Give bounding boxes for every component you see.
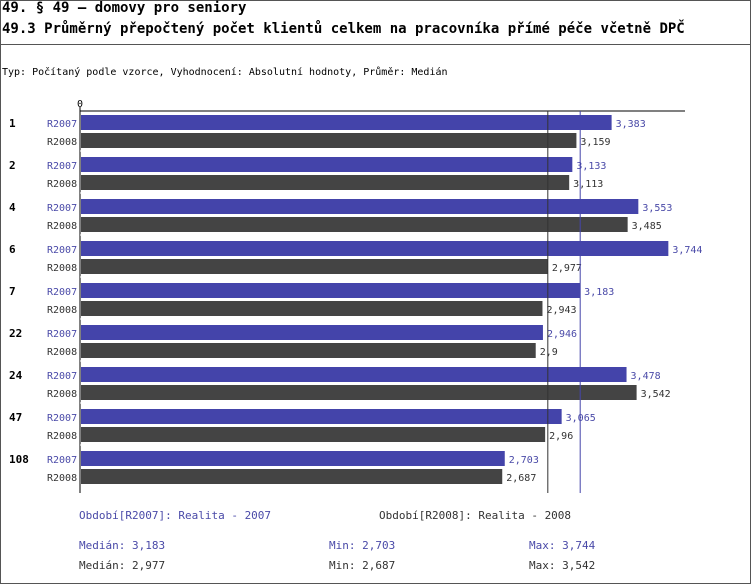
category-label: 47 <box>9 411 22 424</box>
bar <box>81 301 543 316</box>
data-label: 3,133 <box>576 161 606 172</box>
page-title: 49. § 49 – domovy pro seniory <box>2 0 247 16</box>
series-label: R2008 <box>47 473 77 484</box>
chart-title: 49.3 Průměrný přepočtený počet klientů c… <box>2 21 685 37</box>
bar <box>81 325 543 340</box>
series-label: R2007 <box>47 203 77 214</box>
bar <box>81 469 503 484</box>
x-axis-zero-label: 0 <box>77 99 83 110</box>
bar <box>81 427 546 442</box>
bar <box>81 115 612 130</box>
bar <box>81 409 562 424</box>
data-label: 2,96 <box>549 431 573 442</box>
bar <box>81 175 570 190</box>
category-label: 2 <box>9 159 16 172</box>
header-divider <box>0 44 751 45</box>
bar <box>81 241 669 256</box>
bar <box>81 199 639 214</box>
bar <box>81 259 548 274</box>
category-label: 22 <box>9 327 22 340</box>
bar-chart: 0 1 R2007 3,383 R2008 3,159 2 R2007 3,133 R2008 3,… <box>9 99 702 493</box>
bar <box>81 451 505 466</box>
data-label: 3,183 <box>584 287 614 298</box>
series-label: R2008 <box>47 179 77 190</box>
series-label: R2007 <box>47 329 77 340</box>
series-label: R2007 <box>47 371 77 382</box>
data-label: 3,383 <box>616 119 646 130</box>
bar <box>81 157 573 172</box>
data-label: 3,553 <box>642 203 672 214</box>
series-label: R2008 <box>47 389 77 400</box>
series-label: R2008 <box>47 137 77 148</box>
series-label: R2007 <box>47 245 77 256</box>
median-r2007: Medián: 3,183 <box>79 539 166 552</box>
data-label: 3,478 <box>631 371 661 382</box>
data-label: 3,113 <box>573 179 603 190</box>
data-label: 3,542 <box>641 389 671 400</box>
series-label: R2007 <box>47 161 77 172</box>
data-label: 3,065 <box>566 413 596 424</box>
max-r2008: Max: 3,542 <box>529 559 596 572</box>
bar <box>81 385 637 400</box>
series-label: R2007 <box>47 287 77 298</box>
bar <box>81 217 628 232</box>
bar <box>81 133 577 148</box>
data-label: 2,9 <box>540 347 558 358</box>
bar <box>81 283 581 298</box>
type-description: Typ: Počítaný podle vzorce, Vyhodnocení:… <box>2 67 448 78</box>
data-label: 2,943 <box>546 305 576 316</box>
series-label: R2007 <box>47 413 77 424</box>
category-label: 7 <box>9 285 16 298</box>
data-label: 2,977 <box>552 263 582 274</box>
data-label: 2,687 <box>506 473 536 484</box>
bar <box>81 343 536 358</box>
max-r2007: Max: 3,744 <box>529 539 596 552</box>
category-label: 4 <box>9 201 16 214</box>
data-label: 3,159 <box>580 137 610 148</box>
category-label: 108 <box>9 453 29 466</box>
series-label: R2008 <box>47 263 77 274</box>
median-r2008: Medián: 2,977 <box>79 559 166 572</box>
series-label: R2008 <box>47 221 77 232</box>
data-label: 3,485 <box>632 221 662 232</box>
data-label: 3,744 <box>672 245 702 256</box>
data-label: 2,703 <box>509 455 539 466</box>
series-label: R2008 <box>47 431 77 442</box>
series-label: R2007 <box>47 455 77 466</box>
legend-period-r2007: Období[R2007]: Realita - 2007 <box>79 509 272 522</box>
min-r2008: Min: 2,687 <box>329 559 396 572</box>
series-label: R2007 <box>47 119 77 130</box>
series-label: R2008 <box>47 305 77 316</box>
category-label: 1 <box>9 117 16 130</box>
bar <box>81 367 627 382</box>
series-label: R2008 <box>47 347 77 358</box>
data-label: 2,946 <box>547 329 577 340</box>
min-r2007: Min: 2,703 <box>329 539 396 552</box>
legend-period-r2008: Období[R2008]: Realita - 2008 <box>379 509 572 522</box>
category-label: 6 <box>9 243 16 256</box>
category-label: 24 <box>9 369 23 382</box>
